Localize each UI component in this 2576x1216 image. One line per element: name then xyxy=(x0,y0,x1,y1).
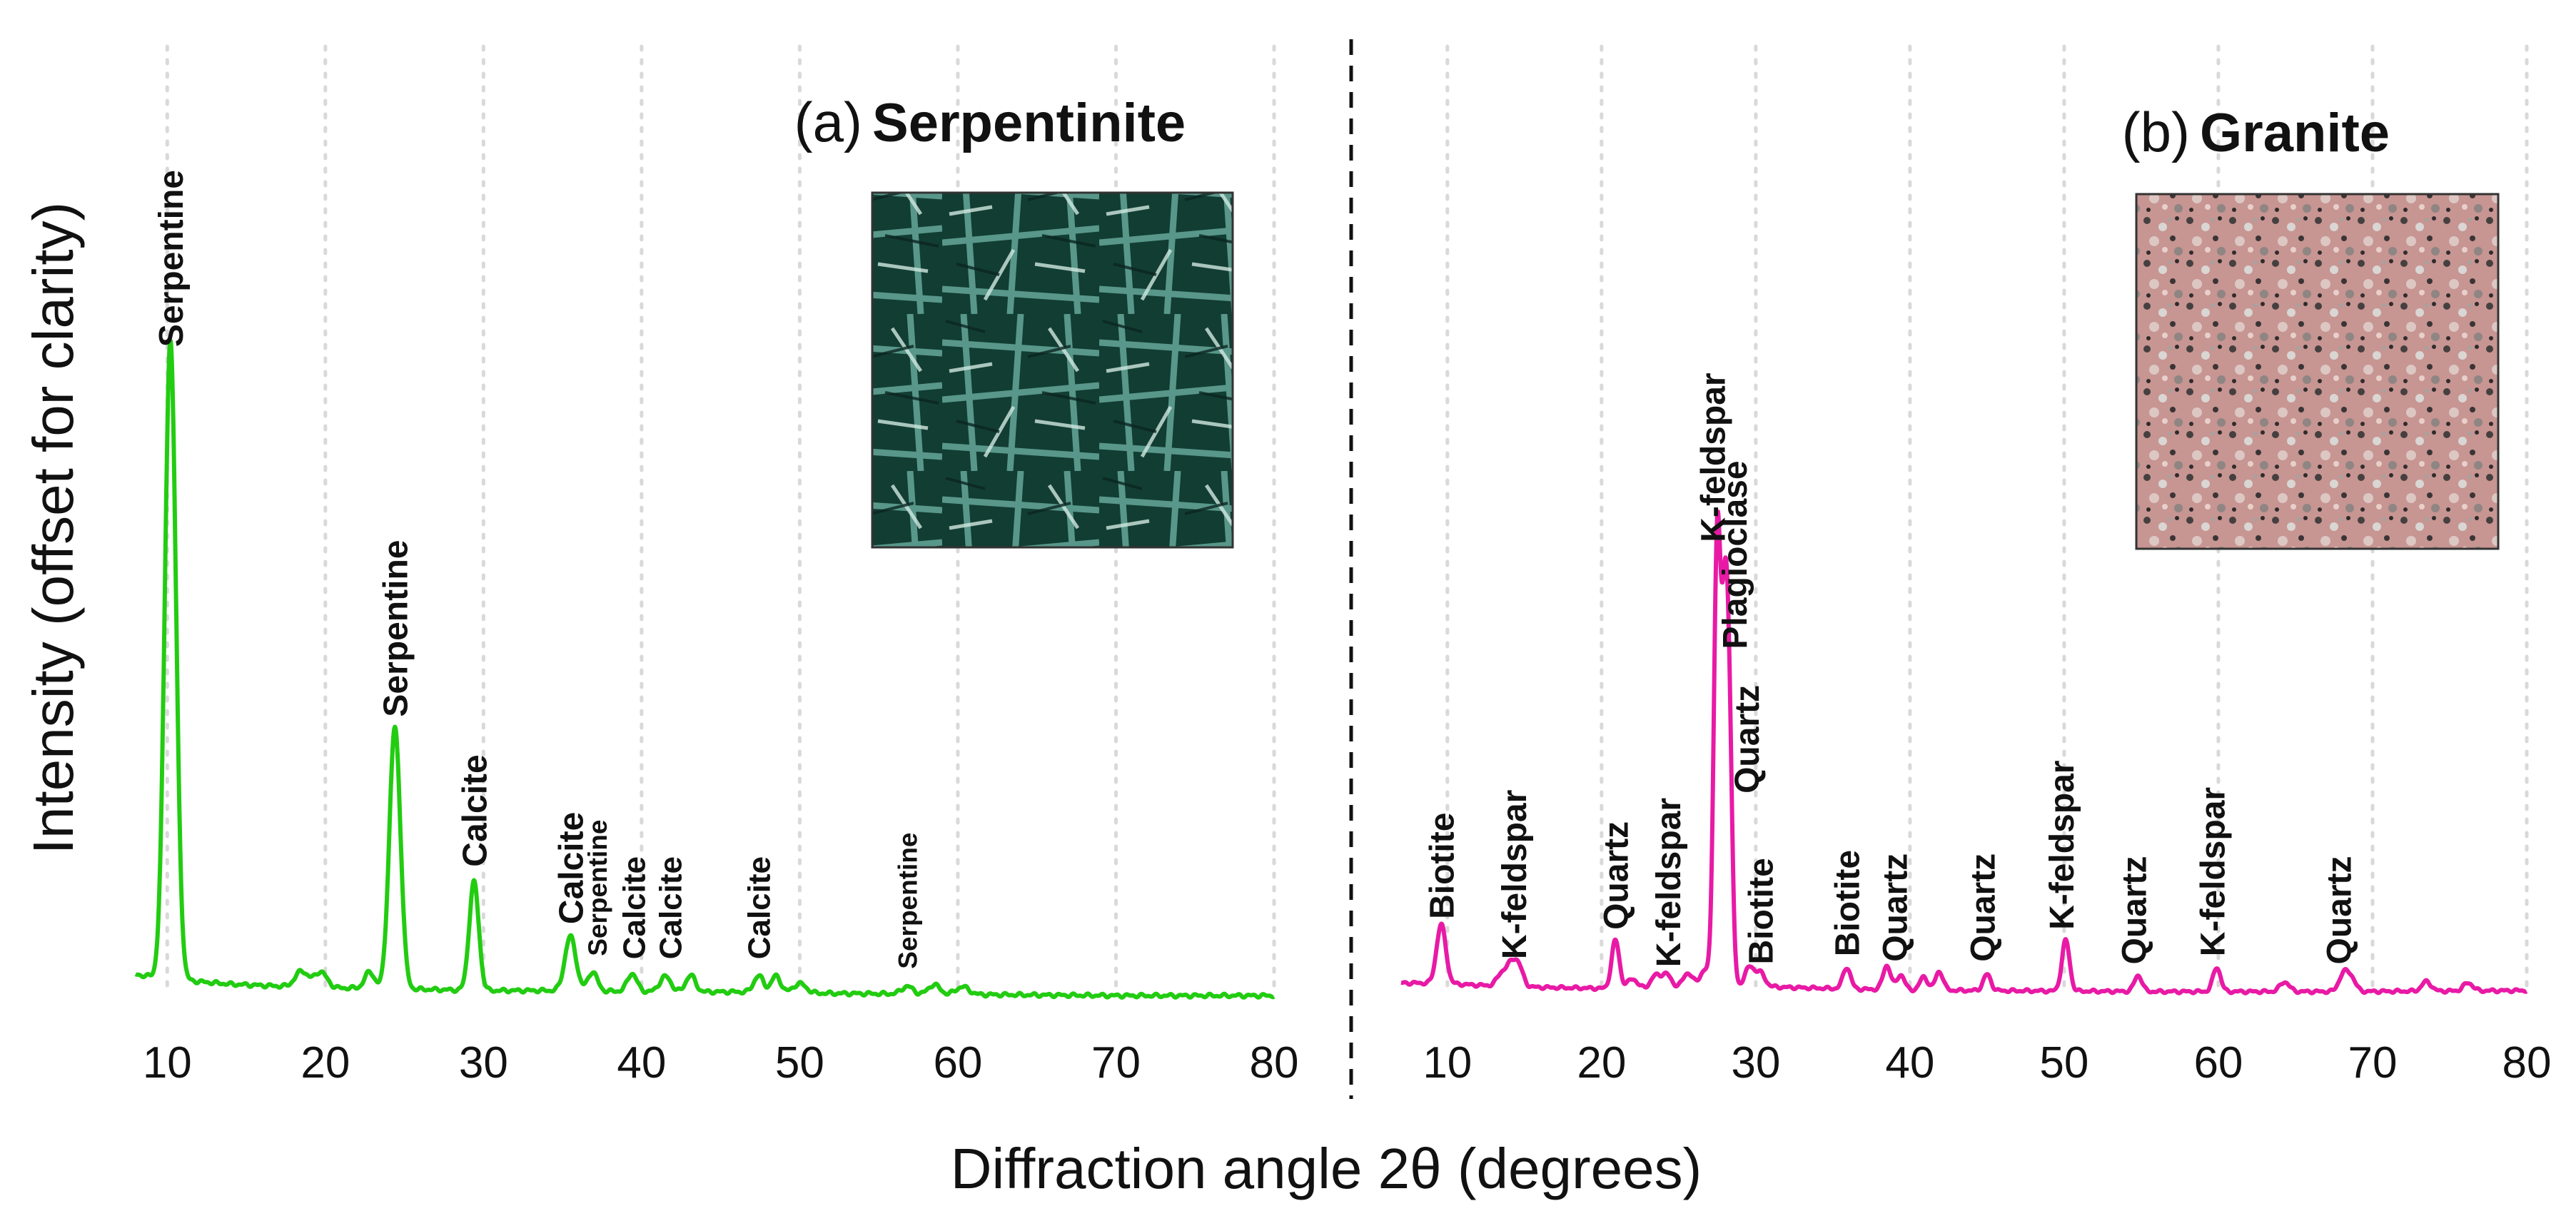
panel-title: Granite xyxy=(2200,103,2390,163)
peak-label: Plagioclase xyxy=(1717,460,1754,649)
peak-label: Calcite xyxy=(654,856,689,959)
serpentinite-photo xyxy=(871,191,1234,549)
x-tick-label: 60 xyxy=(2193,1038,2243,1088)
peak-label: Quartz xyxy=(2116,856,2153,964)
panel-letter: (a) xyxy=(794,91,862,153)
granite-photo xyxy=(2135,193,2500,550)
peak-label: Calcite xyxy=(553,812,591,924)
x-tick-label: 70 xyxy=(2348,1038,2397,1088)
x-tick-label: 70 xyxy=(1091,1038,1141,1088)
peak-label: Calcite xyxy=(742,856,777,959)
peak-label: Quartz xyxy=(1877,853,1915,962)
y-axis-title: Intensity (offset for clarity) xyxy=(21,202,85,854)
peak-label: K-feldspar xyxy=(2195,787,2233,956)
x-tick-label: 80 xyxy=(2502,1038,2552,1088)
panel-title: Serpentinite xyxy=(872,93,1186,153)
x-tick-label: 30 xyxy=(1731,1038,1780,1088)
peak-label: Quartz xyxy=(1729,685,1767,794)
peak-label: Serpentine xyxy=(378,540,415,717)
x-tick-label: 40 xyxy=(617,1038,666,1088)
inset-photo-serpentinite xyxy=(871,191,1234,549)
x-axis-title: Diffraction angle 2θ (degrees) xyxy=(951,1137,1702,1200)
panel-serpentinite: SerpentineSerpentineCalciteCalciteSerpen… xyxy=(133,44,1299,1088)
peak-label: Biotite xyxy=(1743,858,1781,964)
peak-label: K-feldspar xyxy=(1695,373,1733,542)
peak-label: Serpentine xyxy=(893,832,922,968)
peak-label: Quartz xyxy=(1965,853,2003,962)
inset-photo-granite xyxy=(2135,193,2500,550)
x-tick-labels: 10 20 30 40 50 60 70 80 xyxy=(1423,1038,2551,1088)
panel-granite: Biotite K-feldspar Quartz K-feldspar K-felds… xyxy=(1399,44,2551,1088)
x-tick-label: 50 xyxy=(2039,1038,2088,1088)
peak-label: Quartz xyxy=(2321,856,2359,964)
peak-label: Calcite xyxy=(617,856,652,959)
xrd-trace-granite xyxy=(1399,509,2529,995)
x-tick-label: 10 xyxy=(143,1038,192,1088)
x-tick-label: 80 xyxy=(1250,1038,1299,1088)
x-tick-label: 40 xyxy=(1885,1038,1934,1088)
x-tick-label: 20 xyxy=(1577,1038,1626,1088)
peak-label: Calcite xyxy=(456,754,494,866)
x-tick-labels: 10 20 30 40 50 60 70 80 xyxy=(143,1038,1299,1088)
x-tick-label: 10 xyxy=(1423,1038,1472,1088)
peak-label: Serpentine xyxy=(153,170,191,347)
peak-label: K-feldspar xyxy=(1650,798,1688,967)
x-tick-label: 60 xyxy=(933,1038,982,1088)
x-tick-label: 50 xyxy=(775,1038,824,1088)
peak-label: Quartz xyxy=(1598,821,1636,930)
x-tick-label: 30 xyxy=(459,1038,508,1088)
peak-label: K-feldspar xyxy=(1496,790,1534,959)
panel-letter: (b) xyxy=(2122,101,2190,163)
peak-label: Serpentine xyxy=(583,820,612,956)
xrd-trace-serpentinite xyxy=(133,338,1276,1000)
peak-label: Biotite xyxy=(1423,813,1461,919)
peak-labels: Biotite K-feldspar Quartz K-feldspar K-felds… xyxy=(1423,373,2358,967)
peak-labels: SerpentineSerpentineCalciteCalciteSerpen… xyxy=(153,170,922,969)
x-tick-label: 20 xyxy=(300,1038,350,1088)
peak-label: Biotite xyxy=(1829,850,1867,956)
peak-label: K-feldspar xyxy=(2044,761,2081,930)
